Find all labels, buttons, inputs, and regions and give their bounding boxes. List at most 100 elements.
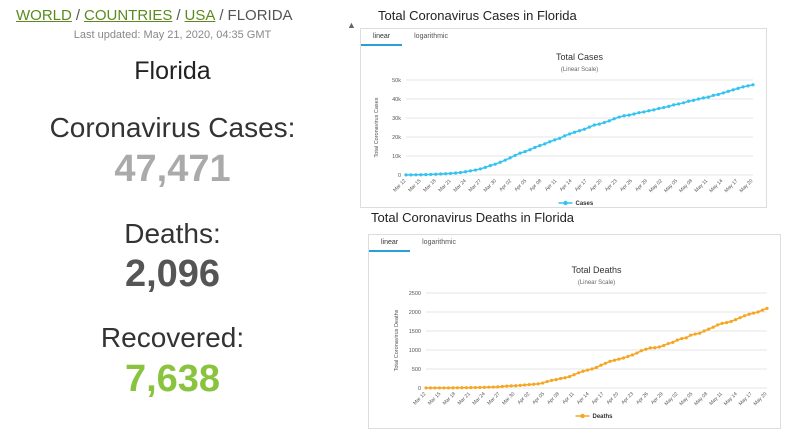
x-tick-label: Mar 12 (392, 178, 407, 193)
data-point (518, 383, 522, 387)
x-tick-label: May 17 (723, 178, 739, 194)
data-point (617, 115, 621, 119)
data-point (482, 385, 486, 389)
data-point (419, 173, 423, 177)
data-point (532, 382, 536, 386)
cases-tab-logarithmic[interactable]: logarithmic (414, 33, 448, 40)
data-point (621, 356, 626, 360)
recovered-value: 7,638 (124, 358, 221, 400)
data-point (603, 361, 608, 365)
data-point (671, 340, 675, 344)
y-tick-label: 500 (412, 367, 421, 373)
x-tick-label: Mar 15 (427, 391, 442, 406)
data-point (684, 336, 688, 340)
data-point (514, 384, 518, 388)
data-point (536, 382, 540, 386)
x-tick-label: Apr 20 (605, 391, 620, 406)
x-tick-label: Mar 21 (457, 391, 472, 406)
data-point (691, 98, 696, 102)
x-tick-label: Mar 27 (486, 391, 501, 406)
x-tick-label: Apr 29 (634, 178, 649, 193)
data-point (725, 321, 729, 325)
x-tick-label: Apr 26 (619, 178, 634, 193)
data-point (693, 332, 697, 336)
data-point (644, 347, 648, 351)
deaths-tab-linear[interactable]: linear (369, 235, 411, 252)
x-tick-label: May 08 (678, 178, 694, 194)
data-point (729, 319, 733, 324)
data-point (617, 357, 621, 361)
data-point (541, 381, 545, 385)
y-tick-label: 2000 (409, 310, 421, 316)
data-point (424, 173, 428, 177)
data-point (409, 173, 413, 177)
data-point (587, 125, 592, 129)
cases-chart-box: linear logarithmic Total Cases (Linear Sc… (360, 28, 767, 208)
legend-marker (563, 200, 568, 206)
data-point (711, 325, 715, 329)
x-tick-label: Apr 14 (559, 178, 574, 193)
breadcrumb-countries-link[interactable]: COUNTRIES (84, 7, 173, 24)
last-updated: Last updated: May 21, 2020, 04:35 GMT (73, 29, 272, 41)
deaths-value: 2,096 (124, 253, 221, 295)
x-tick-label: May 02 (664, 391, 680, 407)
data-point (464, 386, 468, 390)
data-point (696, 97, 701, 101)
x-tick-label: May 14 (723, 391, 739, 407)
y-tick-label: 2500 (409, 291, 421, 297)
breadcrumb-usa-link[interactable]: USA (184, 7, 216, 24)
data-point (667, 104, 671, 109)
y-tick-label: 40k (392, 97, 401, 103)
cases-tab-linear[interactable]: linear (361, 29, 403, 46)
data-point (590, 367, 594, 371)
data-point (647, 109, 651, 113)
x-tick-label: Mar 12 (412, 391, 427, 406)
data-point (686, 99, 691, 103)
breadcrumb-world-link[interactable]: WORLD (16, 7, 72, 24)
data-point (706, 95, 710, 99)
data-point (716, 323, 720, 327)
data-point (572, 130, 577, 134)
cases-chart: Total Cases (Linear Scale) 0 10k 20k 30k 40k 50… (374, 52, 755, 207)
x-tick-label: Apr 02 (498, 178, 513, 193)
country-name: Florida (134, 57, 211, 85)
data-point (677, 102, 681, 106)
data-point (523, 383, 527, 387)
deaths-label: Deaths: (124, 218, 221, 249)
x-tick-label: May 02 (648, 178, 664, 194)
data-point (500, 384, 504, 389)
x-tick-label: May 17 (738, 391, 754, 407)
data-point (760, 308, 765, 312)
cases-label: Coronavirus Cases: (49, 112, 296, 143)
x-tick-label: Apr 26 (635, 391, 650, 406)
data-point (720, 321, 724, 325)
data-point (736, 86, 740, 90)
series-line (426, 307, 768, 389)
data-point (738, 316, 742, 320)
stats-panel: WORLD / COUNTRIES / USA / FLORIDA Last updated… (0, 0, 345, 445)
data-point (594, 365, 599, 370)
data-point (434, 172, 438, 176)
deaths-tab-logarithmic[interactable]: logarithmic (422, 239, 456, 246)
data-point (518, 151, 522, 155)
x-tick-label: Apr 11 (544, 178, 559, 193)
data-point (533, 145, 537, 150)
data-point (626, 354, 630, 359)
data-point (612, 117, 616, 121)
x-tick-label: Mar 15 (407, 178, 422, 193)
x-tick-label: May 20 (753, 391, 769, 407)
data-point (662, 343, 666, 348)
data-point (599, 363, 603, 367)
data-point (652, 108, 656, 112)
chart-title: Total Deaths (571, 265, 622, 275)
data-point (672, 103, 676, 107)
data-point (635, 351, 639, 355)
data-point (449, 171, 453, 176)
data-point (563, 134, 567, 138)
data-point (453, 171, 458, 175)
data-point (632, 112, 636, 116)
data-point (612, 358, 617, 362)
data-point (543, 142, 547, 146)
x-tick-label: May 05 (663, 178, 679, 194)
data-point (437, 386, 442, 390)
